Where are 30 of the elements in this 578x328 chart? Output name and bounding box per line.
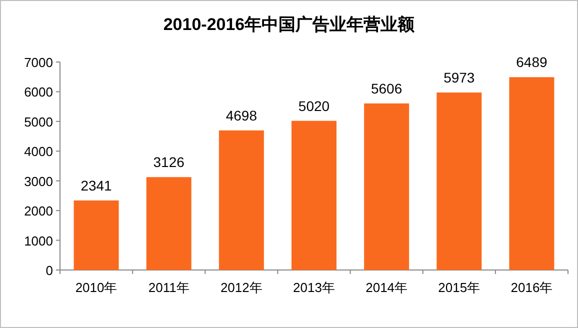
data-label: 5606 — [370, 80, 402, 96]
data-label: 5973 — [444, 70, 475, 86]
data-label: 4698 — [226, 107, 258, 124]
data-label: 3126 — [153, 154, 185, 170]
bar — [292, 120, 336, 270]
y-tick-label: 6000 — [24, 84, 53, 100]
data-label: 5020 — [298, 98, 330, 114]
chart-title: 2010-2016年中国广告业年营业额 — [163, 15, 416, 34]
y-tick-label: 7000 — [24, 55, 53, 70]
y-tick-label: 2000 — [24, 204, 53, 219]
data-label: 2341 — [80, 177, 112, 194]
data-label: 6489 — [516, 54, 548, 70]
bar — [218, 130, 264, 270]
x-tick-label: 2015年 — [438, 280, 480, 295]
x-tick-label: 2011年 — [148, 280, 190, 295]
y-tick-label: 3000 — [24, 174, 53, 189]
x-tick-label: 2012年 — [220, 280, 262, 295]
y-tick-label: 4000 — [24, 144, 53, 160]
bar — [364, 103, 410, 270]
x-tick-label: 2010年 — [75, 280, 118, 295]
bar — [74, 200, 119, 270]
x-tick-label: 2014年 — [366, 280, 408, 295]
x-tick-label: 2016年 — [510, 280, 553, 295]
bar — [146, 177, 192, 270]
bar — [509, 77, 554, 270]
y-tick-label: 5000 — [24, 114, 53, 130]
bar — [436, 92, 482, 270]
x-tick-label: 2013年 — [293, 280, 335, 295]
y-tick-label: 0 — [46, 263, 53, 278]
y-tick-label: 1000 — [24, 233, 53, 248]
